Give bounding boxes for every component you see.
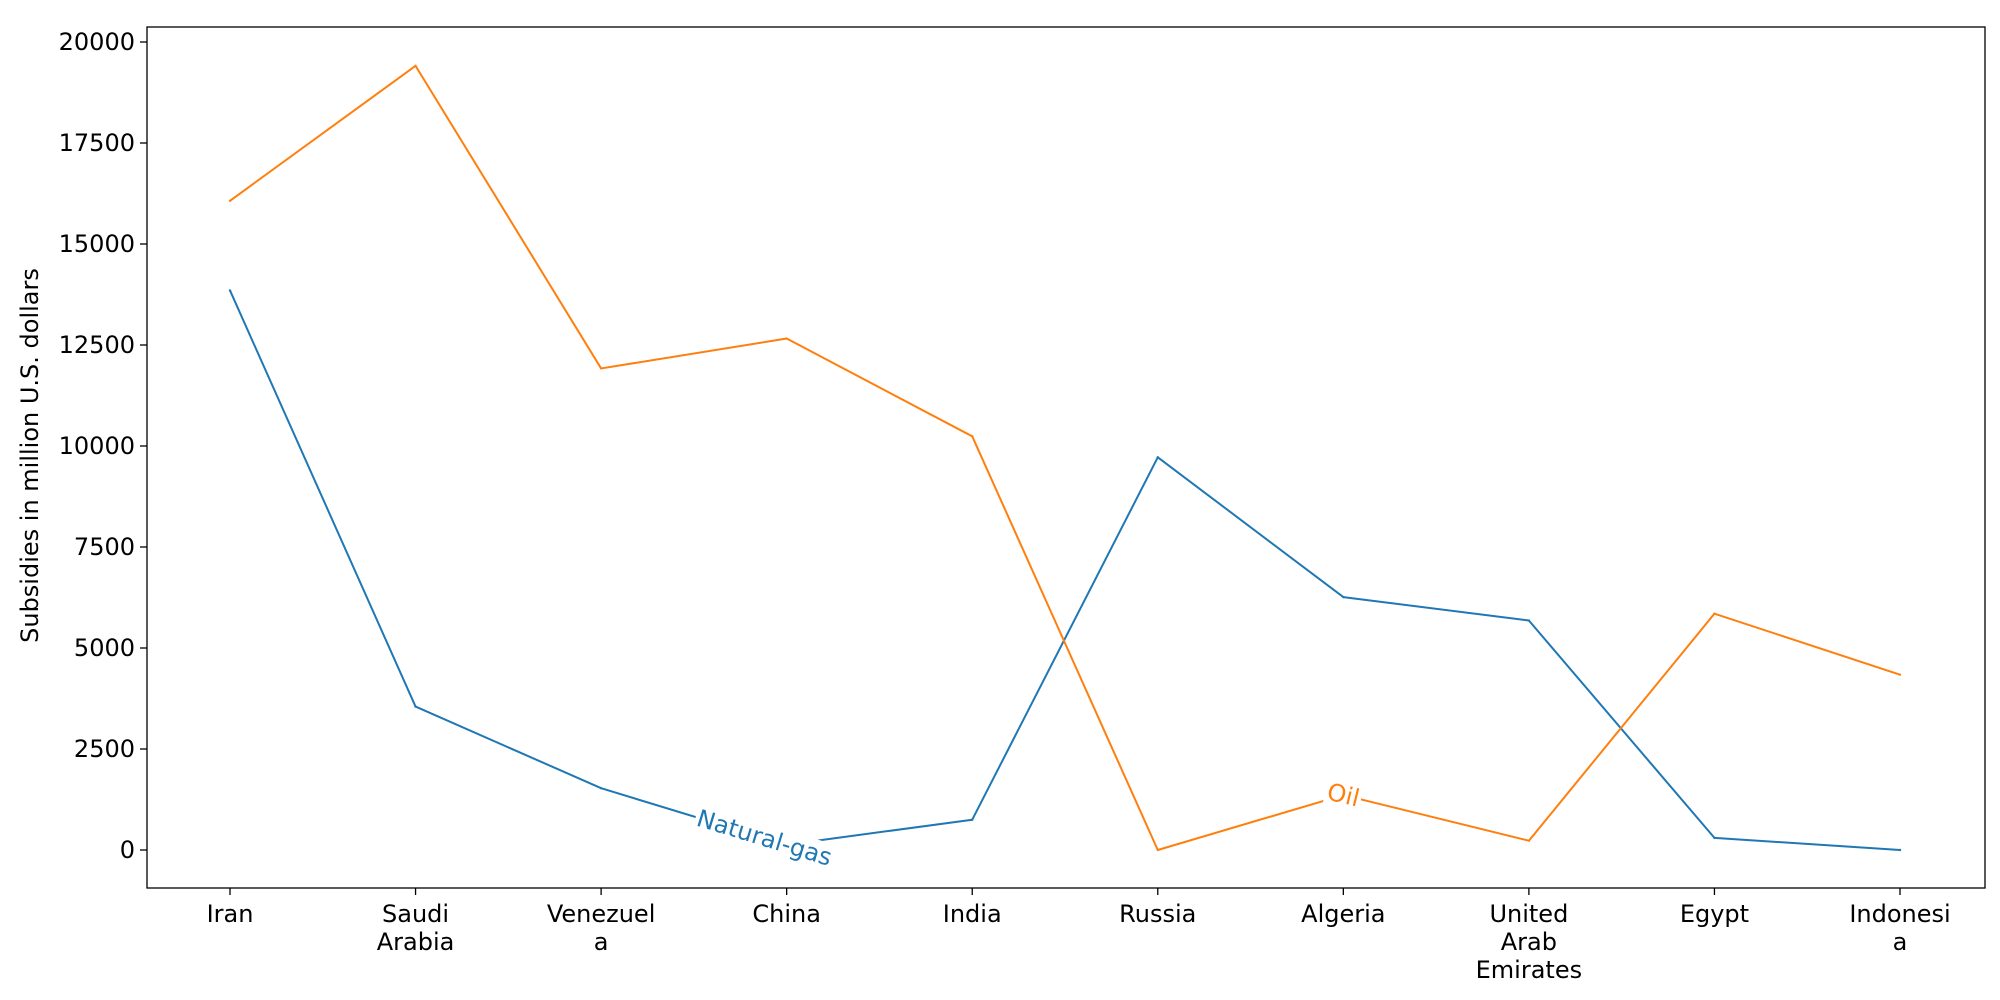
x-tick-label: United Arab Emirates — [1476, 900, 1582, 984]
data-point-natural-gas — [228, 289, 232, 292]
data-point-natural-gas — [1342, 595, 1345, 599]
y-tick-label: 10000 — [59, 432, 135, 460]
y-tick-label: 0 — [120, 836, 135, 864]
x-tick-label-line: Saudi — [382, 900, 449, 928]
data-point-oil — [1156, 848, 1159, 852]
data-point-oil — [785, 337, 788, 340]
plot-area-frame — [146, 26, 1986, 889]
x-tick-label-line: Egypt — [1680, 900, 1749, 928]
x-tick-label-line: India — [943, 900, 1002, 928]
x-tick-label-line: Indonesi — [1849, 900, 1950, 928]
x-tick-label-line: Arab — [1501, 928, 1557, 956]
x-tick-label: Algeria — [1301, 900, 1385, 928]
y-tick-label: 17500 — [59, 129, 135, 157]
x-tick-label-line: Emirates — [1476, 956, 1582, 984]
y-axis-title: Subsidies in million U.S. dollars — [16, 268, 44, 643]
x-tick-label: Saudi Arabia — [377, 900, 455, 956]
y-tick-label: 7500 — [74, 533, 135, 561]
data-point-oil — [1527, 839, 1531, 842]
y-tick-label: 2500 — [74, 735, 135, 763]
x-tick-label: Indonesi a — [1849, 900, 1950, 956]
x-tick-label: India — [943, 900, 1002, 928]
x-tick-label-line: Algeria — [1301, 900, 1385, 928]
data-point-natural-gas — [1713, 836, 1716, 840]
x-tick-label-line: Iran — [207, 900, 254, 928]
x-tick-label: Egypt — [1680, 900, 1749, 928]
data-point-natural-gas — [1898, 848, 1902, 852]
data-point-oil — [1713, 612, 1716, 615]
x-tick-label: China — [752, 900, 821, 928]
series-label-background — [1322, 777, 1365, 813]
data-point-natural-gas — [1156, 456, 1159, 459]
x-tick-label-line: United — [1489, 900, 1568, 928]
y-axis: 0 2500 5000 7500 10000 12500 15000 17500 20000 — [59, 28, 147, 864]
x-tick-label: Venezuel a — [547, 900, 656, 956]
series-line-oil — [229, 64, 1901, 851]
x-tick-label-line: Arabia — [377, 928, 455, 956]
y-tick-label: 12500 — [59, 331, 135, 359]
data-point-oil — [1898, 673, 1902, 676]
series-layer — [228, 64, 1902, 852]
x-tick-label-line: Russia — [1119, 900, 1196, 928]
data-point-oil — [414, 64, 417, 68]
y-tick-label: 20000 — [59, 28, 135, 56]
x-tick-label-line: Venezuel — [547, 900, 656, 928]
x-tick-label-line: a — [1893, 928, 1908, 956]
series-line-natural-gas — [229, 290, 1901, 851]
x-tick-label-line: China — [752, 900, 821, 928]
data-point-oil — [228, 199, 232, 202]
data-point-oil — [599, 367, 603, 370]
data-point-natural-gas — [1527, 619, 1531, 622]
x-tick-label: Russia — [1119, 900, 1196, 928]
data-point-natural-gas — [414, 705, 417, 708]
data-point-natural-gas — [599, 786, 603, 790]
data-point-natural-gas — [971, 818, 974, 821]
x-tick-label-line: a — [594, 928, 609, 956]
series-label-background — [691, 803, 838, 873]
y-tick-label: 15000 — [59, 230, 135, 258]
x-tick-label: Iran — [207, 900, 254, 928]
data-point-oil — [971, 435, 974, 438]
y-tick-label: 5000 — [74, 634, 135, 662]
